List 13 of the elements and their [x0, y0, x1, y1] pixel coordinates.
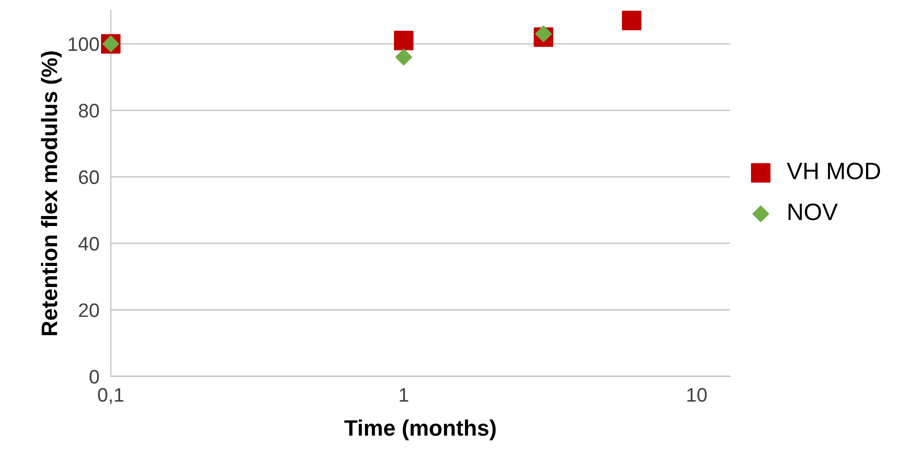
x-tick-label: 0,1 — [98, 388, 124, 404]
x-axis-title: Time (months) — [344, 420, 496, 440]
y-tick-label: 40 — [78, 236, 99, 251]
y-tick-label: 100 — [68, 37, 99, 52]
y-axis-title: Retention flex modulus (%) — [40, 51, 62, 336]
x-tick-label: 10 — [687, 388, 707, 402]
y-tick-label: 80 — [78, 104, 99, 118]
legend-label: VH MOD — [786, 162, 880, 180]
legend-label: NOV — [788, 204, 838, 220]
y-tick-label: 20 — [79, 303, 99, 318]
y-tick-label: 0 — [90, 370, 99, 384]
x-tick-label: 1 — [400, 388, 408, 402]
y-tick-label: 60 — [79, 170, 99, 184]
